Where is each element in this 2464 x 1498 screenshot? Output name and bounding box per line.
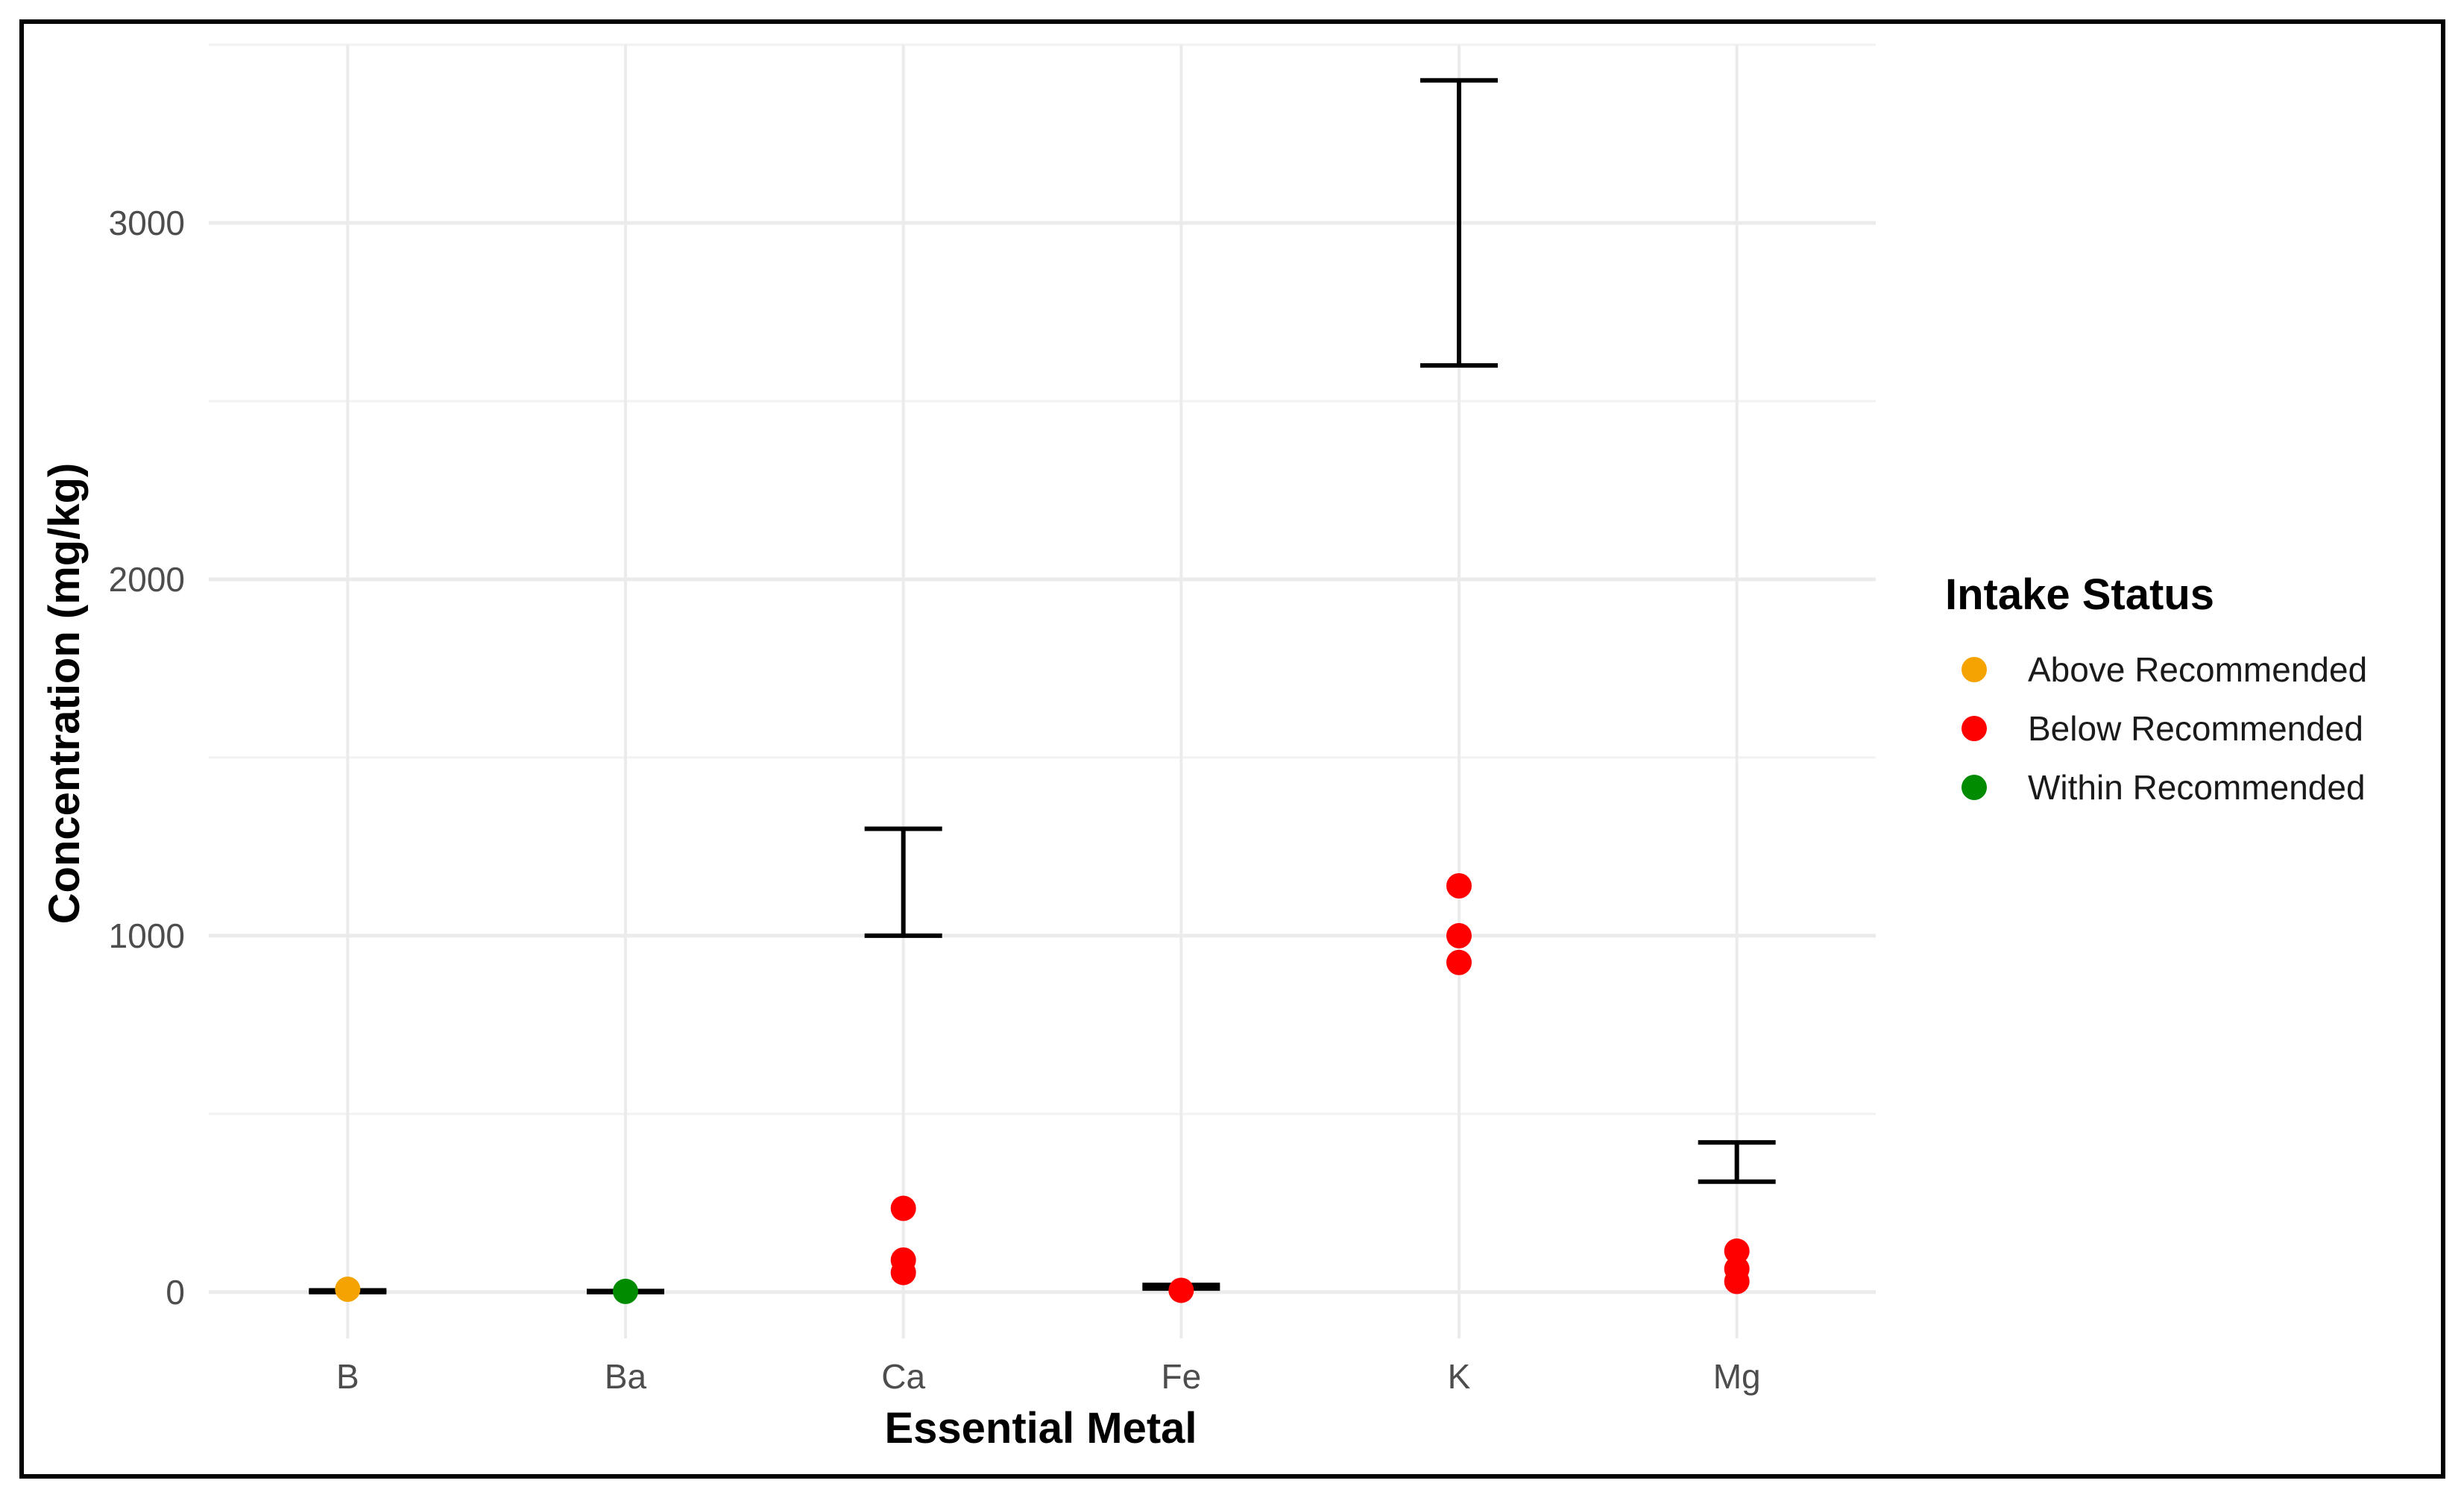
x-tick-label: B: [336, 1357, 359, 1396]
legend-entry: Below Recommended: [1962, 709, 2363, 748]
data-point-mg: [1724, 1238, 1750, 1264]
y-axis-title: Concentration (mg/kg): [40, 463, 89, 925]
data-point-fe: [1168, 1277, 1194, 1303]
x-axis-title: Essential Metal: [884, 1404, 1197, 1453]
range-bar-k: [1420, 78, 1498, 368]
legend-marker: [1962, 775, 1987, 800]
data-points: [335, 872, 1750, 1304]
legend-label: Below Recommended: [2028, 709, 2363, 748]
x-tick-label: Ba: [605, 1357, 647, 1396]
grid-lines: [209, 43, 1876, 1338]
x-tick-label: Fe: [1161, 1357, 1201, 1396]
recommended-range-bars: [309, 78, 1776, 1294]
data-point-ca: [890, 1259, 916, 1285]
legend-marker: [1962, 657, 1987, 682]
legend-label: Above Recommended: [2028, 650, 2367, 689]
legend-entry: Above Recommended: [1962, 650, 2367, 689]
legend-marker: [1962, 716, 1987, 741]
range-bar-mg: [1698, 1140, 1776, 1184]
x-tick-labels: B Ba Ca Fe K Mg: [336, 1357, 1761, 1396]
legend-entry: Within Recommended: [1962, 768, 2366, 807]
chart-frame: [19, 19, 2445, 1479]
legend-entries: Above Recommended Below Recommended Within…: [1962, 650, 2367, 807]
data-point-k: [1446, 922, 1472, 948]
data-point-ca: [890, 1195, 916, 1221]
y-tick-label: 0: [166, 1273, 185, 1312]
x-tick-label: Ca: [881, 1357, 925, 1396]
legend-label: Within Recommended: [2028, 768, 2366, 807]
y-tick-label: 1000: [109, 916, 185, 955]
y-tick-label: 3000: [109, 204, 185, 242]
x-tick-label: K: [1448, 1357, 1471, 1396]
legend: Intake Status Above Recommended Below Rec…: [1945, 570, 2367, 807]
y-tick-label: 2000: [109, 560, 185, 599]
range-bar-ca: [864, 826, 942, 938]
y-tick-labels: 0 1000 2000 3000: [109, 204, 185, 1312]
legend-title: Intake Status: [1945, 570, 2214, 619]
data-point-b: [335, 1277, 361, 1303]
x-tick-label: Mg: [1713, 1357, 1761, 1396]
data-point-ba: [613, 1278, 638, 1304]
data-point-mg: [1724, 1268, 1750, 1294]
data-point-k: [1446, 949, 1472, 975]
data-point-k: [1446, 872, 1472, 899]
